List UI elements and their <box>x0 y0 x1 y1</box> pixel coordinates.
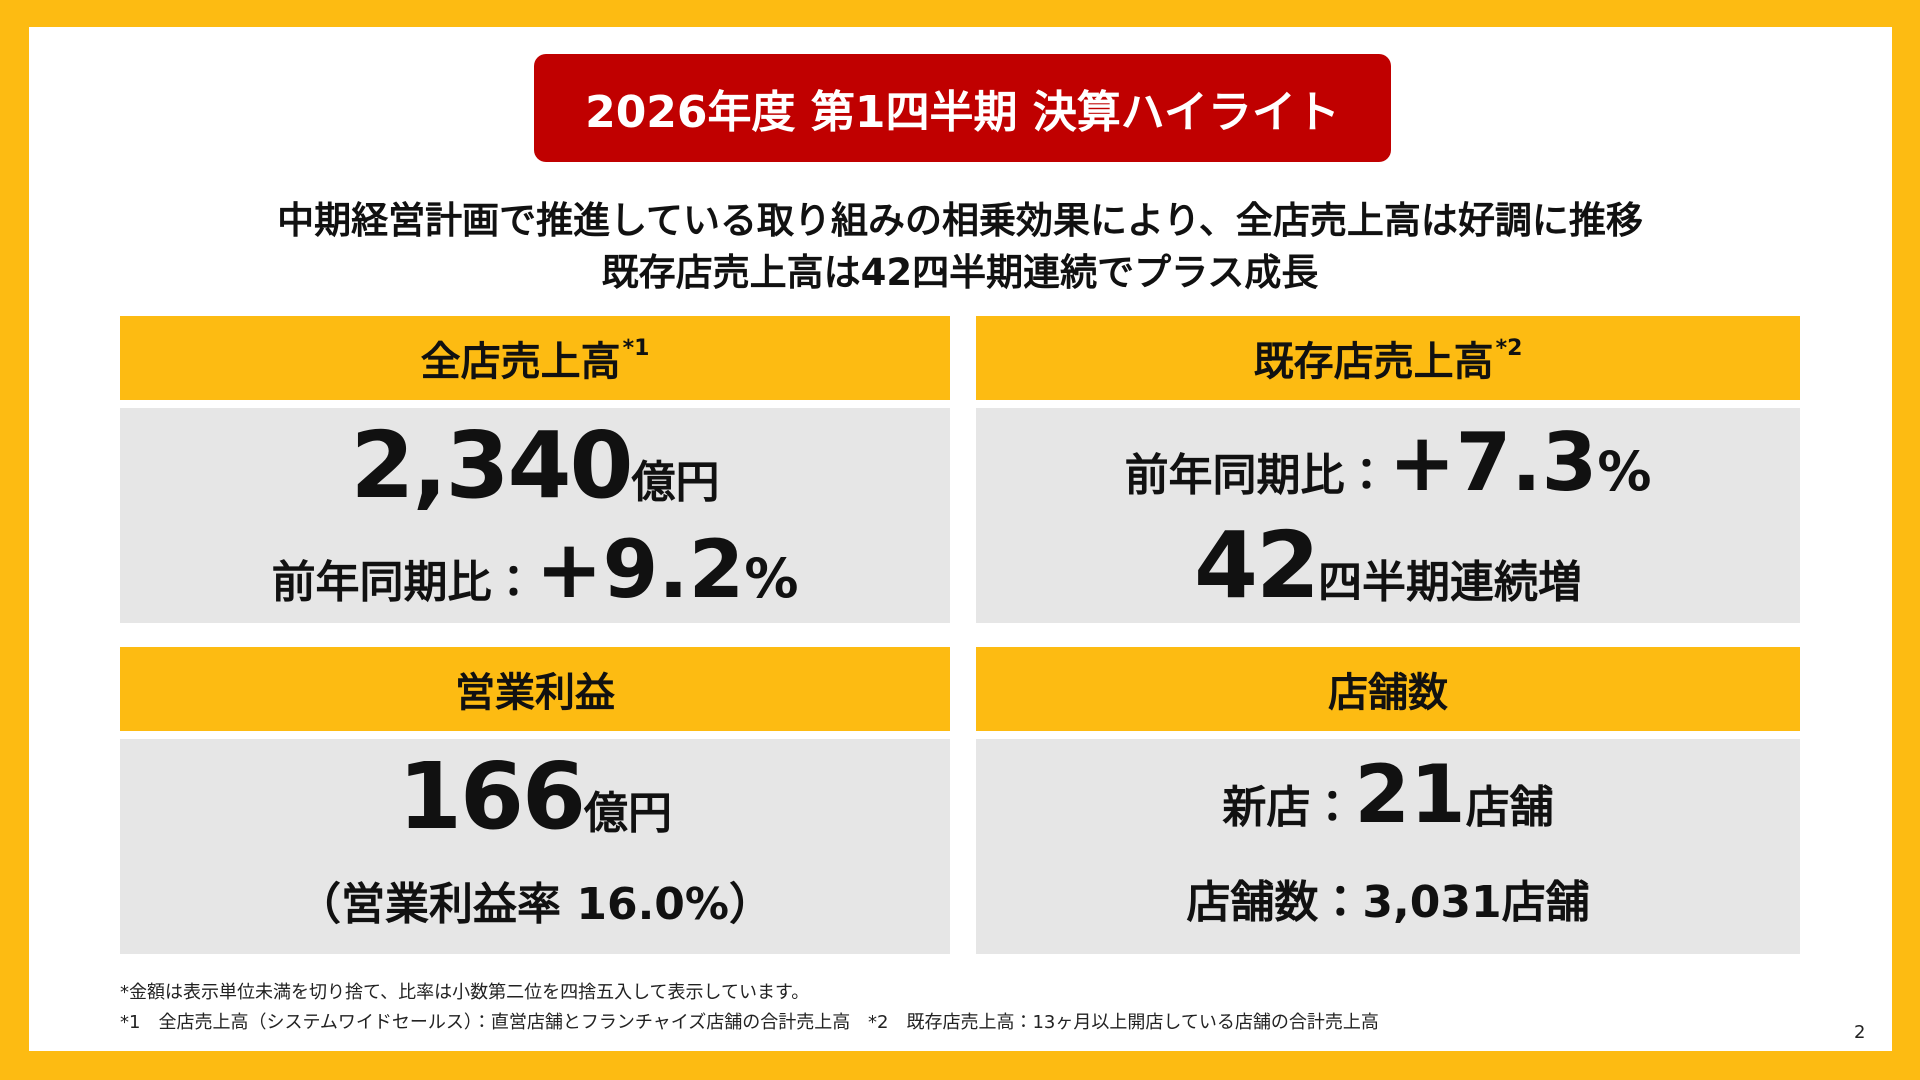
kpi-panel: 全店売上高 *1 2,340 億円 前年同期比： +9.2% <box>120 316 950 623</box>
kpi-value: 166 <box>397 743 586 850</box>
kpi-value: 42 <box>1193 512 1320 619</box>
panel-body: 前年同期比： +7.3% 42 四半期連続増 <box>976 408 1800 623</box>
panel-title: 既存店売上高 <box>1253 339 1494 385</box>
kpi-value: +7.3 <box>1388 415 1598 509</box>
kpi-panel: 営業利益 166 億円 （営業利益率 16.0%） <box>120 647 950 954</box>
kpi-line: 前年同期比： +9.2% <box>120 523 950 616</box>
panel-header: 全店売上高 *1 <box>120 316 950 400</box>
kpi-line: 店舗数：3,031店舗 <box>976 866 1800 930</box>
kpi-label: 前年同期比： <box>1124 449 1389 501</box>
kpi-unit: % <box>1597 439 1652 503</box>
panel-header: 営業利益 <box>120 647 950 731</box>
page-number: 2 <box>1854 1022 1866 1043</box>
kpi-unit: 億円 <box>631 457 720 508</box>
kpi-value: 2,340 <box>350 412 633 519</box>
footnote: *1 全店売上高（システムワイドセールス）：直営店舗とフランチャイズ店舗の合計売… <box>120 1012 851 1033</box>
footnote: *金額は表示単位未満を切り捨て、比率は小数第二位を四捨五入して表示しています。 <box>120 982 810 1003</box>
kpi-line: 42 四半期連続増 <box>976 512 1800 619</box>
kpi-unit: 四半期連続増 <box>1318 557 1583 608</box>
summary-line: 中期経営計画で推進している取り組みの相乗効果により、全店売上高は好調に推移 <box>277 199 1643 242</box>
kpi-panel: 店舗数 新店： 21 店舗 店舗数：3,031店舗 <box>976 647 1800 954</box>
title: 2026年度 第1四半期 決算ハイライト <box>534 54 1391 162</box>
kpi-unit: 億円 <box>584 788 673 839</box>
note-ref: *2 <box>1495 336 1523 361</box>
kpi-label: 前年同期比： <box>271 556 536 608</box>
panel-body: 166 億円 （営業利益率 16.0%） <box>120 739 950 954</box>
kpi-panel: 既存店売上高 *2 前年同期比： +7.3% 42 四半期連続増 <box>976 316 1800 623</box>
panel-header: 既存店売上高 *2 <box>976 316 1800 400</box>
kpi-label: 店舗数：3,031店舗 <box>1186 877 1590 929</box>
summary-line: 既存店売上高は42四半期連続でプラス成長 <box>601 251 1319 294</box>
kpi-value: +9.2 <box>535 522 745 616</box>
kpi-value: 21 <box>1354 748 1466 842</box>
kpi-line: 2,340 億円 <box>120 412 950 519</box>
panel-body: 2,340 億円 前年同期比： +9.2% <box>120 408 950 623</box>
panel-header: 店舗数 <box>976 647 1800 731</box>
kpi-line: 前年同期比： +7.3% <box>976 416 1800 509</box>
kpi-unit: % <box>744 546 799 610</box>
footnote: *2 既存店売上高：13ヶ月以上開店している店舗の合計売上高 <box>868 1012 1379 1033</box>
panel-body: 新店： 21 店舗 店舗数：3,031店舗 <box>976 739 1800 954</box>
kpi-unit: 店舗 <box>1465 782 1554 834</box>
kpi-line: （営業利益率 16.0%） <box>120 868 950 932</box>
kpi-line: 166 億円 <box>120 743 950 850</box>
panel-title: 店舗数 <box>1328 670 1448 716</box>
panel-title: 全店売上高 <box>420 339 621 385</box>
kpi-line: 新店： 21 店舗 <box>976 748 1800 841</box>
kpi-label: （営業利益率 16.0%） <box>297 879 773 930</box>
kpi-label: 新店： <box>1222 782 1355 834</box>
note-ref: *1 <box>622 336 650 361</box>
panel-title: 営業利益 <box>455 670 615 716</box>
